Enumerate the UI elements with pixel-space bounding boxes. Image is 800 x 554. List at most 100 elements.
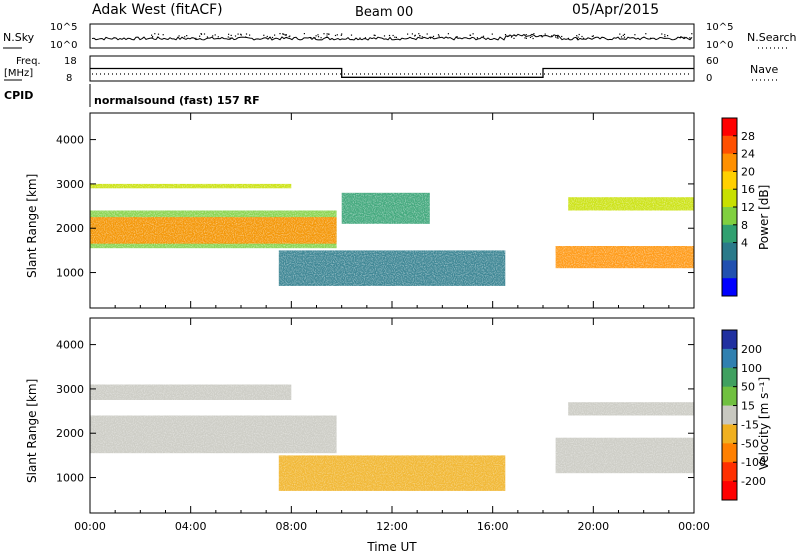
- y-tick-label: 3000: [56, 178, 84, 191]
- noise-search-dot: [229, 37, 231, 39]
- noise-left-tick-bottom: 10^0: [50, 40, 77, 51]
- x-tick-label: 00:00: [678, 520, 710, 533]
- noise-search-dot: [529, 36, 532, 38]
- noise-search-dot: [237, 33, 239, 35]
- noise-search-dot: [359, 37, 361, 39]
- noise-search-dot: [315, 35, 317, 37]
- noise-search-dot: [506, 35, 508, 38]
- noise-search-dot: [336, 34, 338, 36]
- noise-search-dot: [620, 36, 623, 38]
- noise-search-dot: [419, 35, 421, 37]
- noise-search-dot: [667, 35, 669, 37]
- noise-search-dot: [178, 35, 180, 37]
- freq-label-line1: Freq.: [16, 56, 41, 67]
- noise-search-dot: [577, 36, 579, 38]
- noise-search-dot: [689, 37, 691, 39]
- noise-search-dot: [411, 33, 413, 35]
- noise-search-dot: [469, 34, 471, 36]
- nave-tick-top: 60: [706, 56, 719, 67]
- noise-search-dots: [151, 33, 693, 40]
- colorbar-tick-label: -100: [741, 456, 766, 469]
- noise-search-dot: [544, 33, 546, 35]
- noise-sky-trace: [91, 33, 693, 41]
- noise-search-dot: [491, 33, 493, 35]
- colorbar-tick-label: 12: [741, 201, 755, 214]
- noise-search-dot: [395, 36, 397, 38]
- noise-search-dot: [482, 35, 485, 37]
- noise-search-dot: [623, 36, 626, 38]
- colorbar-tick-label: 8: [741, 219, 748, 232]
- n-search-label: N.Search: [747, 31, 797, 44]
- noise-search-dot: [199, 35, 201, 37]
- noise-search-dot: [240, 34, 242, 36]
- noise-search-dot: [245, 33, 248, 35]
- noise-search-dot: [310, 37, 312, 39]
- noise-search-dot: [263, 34, 265, 36]
- freq-tick-bottom: 8: [66, 73, 72, 84]
- noise-search-dot: [288, 36, 290, 38]
- noise-search-dot: [151, 34, 153, 36]
- velocity-y-ticks: 4000 3000 2000 1000: [56, 339, 694, 485]
- colorbar-swatch: [722, 330, 737, 350]
- noise-search-dot: [230, 34, 232, 36]
- noise-search-dot: [151, 37, 153, 39]
- noise-search-dot: [524, 37, 526, 39]
- cpid-label: CPID: [4, 89, 33, 102]
- noise-search-dot: [203, 33, 206, 35]
- noise-search-dot: [341, 33, 343, 35]
- colorbar-tick-label: 200: [741, 343, 762, 356]
- noise-left-tick-top: 10^5: [50, 22, 77, 33]
- noise-search-dot: [327, 33, 329, 35]
- noise-search-dot: [557, 35, 559, 38]
- x-tick-label: 20:00: [577, 520, 609, 533]
- colorbar-frame: [721, 329, 738, 501]
- noise-search-dot: [437, 34, 440, 36]
- y-tick-label: 1000: [56, 472, 84, 485]
- noise-search-dot: [314, 37, 316, 39]
- noise-search-dot: [186, 35, 188, 37]
- x-tick-label: 12:00: [376, 520, 408, 533]
- noise-search-dot: [286, 36, 288, 39]
- noise-search-dot: [200, 33, 202, 35]
- noise-search-dot: [561, 35, 563, 38]
- nave-tick-bottom: 0: [706, 73, 712, 84]
- noise-search-dot: [430, 37, 432, 39]
- noise-search-dot: [350, 34, 353, 36]
- power-ylabel: Slant Range [km]: [25, 174, 39, 278]
- noise-search-dot: [214, 34, 216, 36]
- noise-search-dot: [284, 34, 286, 36]
- noise-search-dot: [407, 33, 409, 35]
- noise-search-dot: [525, 37, 527, 39]
- noise-search-dot: [383, 35, 386, 37]
- colorbar-swatch: [722, 424, 737, 444]
- noise-search-dot: [508, 35, 510, 37]
- x-tick-label: 08:00: [275, 520, 307, 533]
- noise-search-dot: [274, 34, 276, 36]
- noise-search-dot: [418, 33, 420, 35]
- noise-search-dot: [285, 34, 287, 36]
- power-colorbar: 28 24 20 16 12 8 4: [721, 117, 755, 297]
- noise-search-dot: [623, 33, 626, 35]
- noise-search-dot: [513, 37, 515, 39]
- colorbar-tick-label: -200: [741, 475, 766, 488]
- noise-search-dot: [217, 36, 219, 38]
- noise-search-dot: [228, 33, 230, 35]
- noise-search-dot: [373, 34, 375, 36]
- noise-search-dot: [592, 35, 594, 37]
- colorbar-swatch: [722, 224, 737, 244]
- colorbar-swatch: [722, 189, 737, 208]
- x-tick-label: 00:00: [74, 520, 106, 533]
- noise-search-dot: [582, 37, 585, 39]
- noise-search-dot: [289, 35, 291, 37]
- noise-search-dot: [394, 36, 396, 38]
- colorbar-swatch: [722, 135, 737, 155]
- noise-panel-frame: [89, 23, 695, 49]
- noise-search-dot: [414, 34, 416, 36]
- noise-search-dot: [392, 34, 394, 37]
- noise-search-dot: [271, 36, 274, 39]
- noise-search-dot: [323, 33, 325, 35]
- power-colorbar-label: Power [dB]: [757, 185, 771, 250]
- noise-search-dot: [200, 33, 203, 35]
- power-y-ticks: 4000 3000 2000 1000: [56, 134, 694, 280]
- noise-search-dot: [212, 35, 214, 37]
